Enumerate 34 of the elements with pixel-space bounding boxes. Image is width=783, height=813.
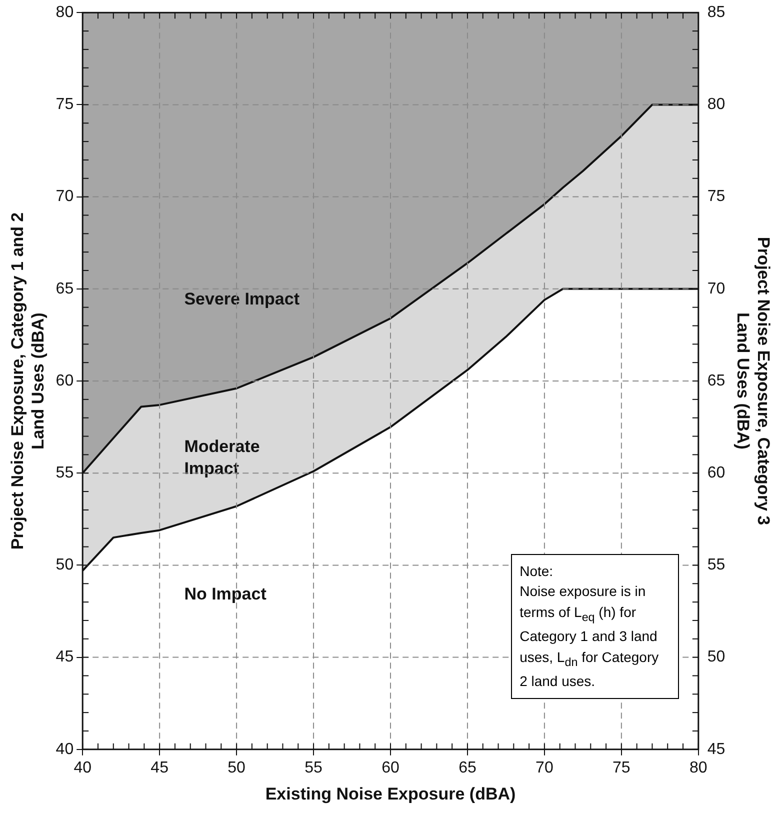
y2-tick-label: 55 (707, 556, 726, 574)
x-tick-label: 70 (536, 759, 554, 776)
band-label: Severe Impact (184, 290, 300, 309)
y2-axis-title: Project Noise Exposure, Category 3 Land Uses (dBA) (734, 236, 774, 526)
y2-tick-label: 45 (707, 740, 726, 758)
y2-tick-label: 70 (707, 280, 726, 298)
y2-tick-label: 65 (707, 372, 726, 390)
y2-tick-label: 50 (707, 648, 726, 666)
y2-tick-label: 75 (707, 188, 726, 206)
y-tick-label: 70 (56, 188, 74, 206)
x-tick-label: 55 (304, 759, 323, 776)
x-tick-label: 75 (612, 759, 630, 776)
y-tick-label: 65 (56, 280, 74, 298)
y2-tick-label: 60 (707, 464, 726, 482)
x-tick-label: 50 (228, 759, 246, 776)
y-tick-label: 55 (56, 464, 74, 482)
x-tick-label: 45 (150, 759, 169, 776)
y-axis-title: Project Noise Exposure, Category 1 and 2 Land Uses (dBA) (8, 212, 48, 550)
x-tick-label: 80 (690, 759, 708, 776)
y-tick-label: 60 (56, 372, 74, 390)
series-label: No Impact (184, 584, 267, 604)
series-label: Moderate Impact (184, 437, 260, 478)
x-tick-label: 60 (382, 759, 400, 776)
y-tick-label: 45 (56, 648, 74, 666)
y2-tick-label: 80 (707, 96, 726, 114)
y-tick-label: 75 (56, 96, 74, 114)
text: Note: Noise exposure is in terms of L$_{eq}$ (h) for Category 1 and 3 land uses, L$_{dn}$ for Category 2 land uses. (520, 563, 659, 690)
x-axis-title: Existing Noise Exposure (dBA) (265, 784, 516, 804)
y-tick-label: 50 (56, 556, 74, 574)
y2-tick-label: 85 (707, 4, 726, 22)
x-tick-label: 40 (74, 759, 92, 776)
x-tick-label: 65 (458, 759, 476, 776)
y-tick-label: 40 (56, 740, 74, 758)
y-tick-label: 80 (56, 4, 74, 22)
